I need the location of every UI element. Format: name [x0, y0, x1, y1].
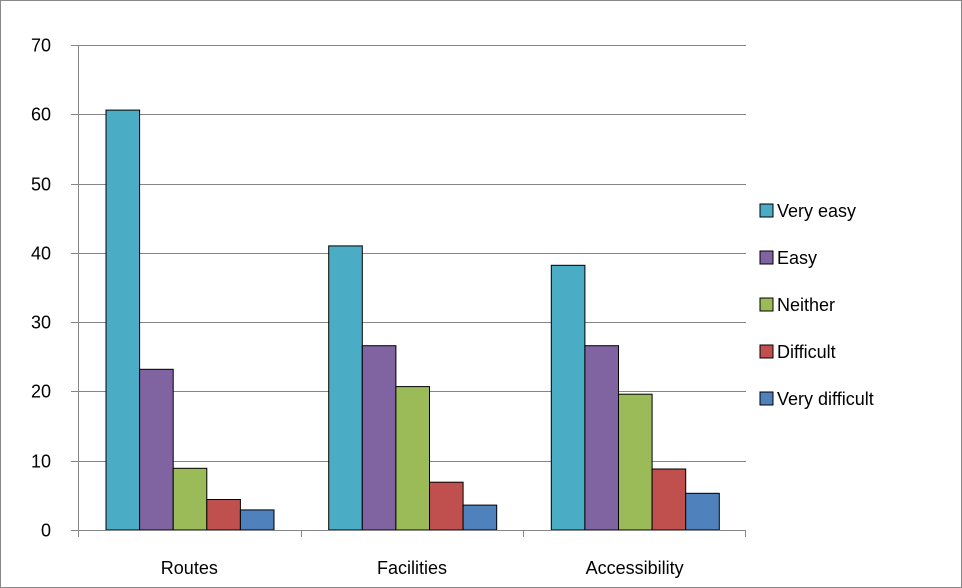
bar-neither-routes	[172, 467, 208, 531]
x-category-label: Accessibility	[586, 558, 684, 578]
x-category-label: Facilities	[377, 558, 447, 578]
legend-label: Difficult	[777, 342, 836, 362]
legend-swatch	[759, 203, 774, 218]
bar-easy-routes	[139, 368, 174, 531]
y-tick-label: 60	[31, 105, 51, 125]
bar-very-difficult-routes	[239, 509, 275, 531]
y-axis-ticks: 0 10 20 30 40 50 60 70	[31, 36, 78, 541]
axes	[78, 45, 746, 537]
y-tick-label: 10	[31, 452, 51, 472]
legend-swatch	[759, 391, 774, 406]
legend-label: Very difficult	[777, 389, 874, 409]
y-tick-label: 30	[31, 313, 51, 333]
bar-very-easy-accessibility	[550, 264, 586, 531]
bar-very-easy-routes	[105, 109, 141, 531]
bar-difficult-routes	[206, 499, 241, 531]
bar-difficult-accessibility	[651, 468, 687, 531]
y-tick-label: 50	[31, 175, 51, 195]
legend-swatch	[759, 297, 774, 312]
bar-easy-accessibility	[584, 345, 620, 531]
legend-label: Easy	[777, 248, 817, 268]
bar-neither-facilities	[395, 386, 430, 531]
legend: Very easy Easy Neither Difficult Very diffic…	[759, 201, 874, 409]
y-tick-label: 70	[31, 36, 51, 56]
bar-easy-facilities	[361, 345, 397, 531]
x-category-label: Routes	[161, 558, 218, 578]
x-axis-labels: Routes Facilities Accessibility	[161, 558, 684, 578]
gridlines	[78, 45, 746, 462]
y-tick-label: 40	[31, 244, 51, 264]
legend-swatch	[759, 344, 774, 359]
legend-label: Neither	[777, 295, 835, 315]
y-tick-label: 20	[31, 382, 51, 402]
y-tick-label: 0	[41, 521, 51, 541]
bar-very-easy-facilities	[328, 245, 363, 531]
bar-difficult-facilities	[429, 481, 464, 531]
bar-very-difficult-accessibility	[685, 492, 720, 531]
legend-label: Very easy	[777, 201, 856, 221]
bar-very-difficult-facilities	[462, 504, 498, 531]
bars	[105, 109, 720, 531]
bar-neither-accessibility	[618, 393, 653, 531]
legend-swatch	[759, 250, 774, 265]
